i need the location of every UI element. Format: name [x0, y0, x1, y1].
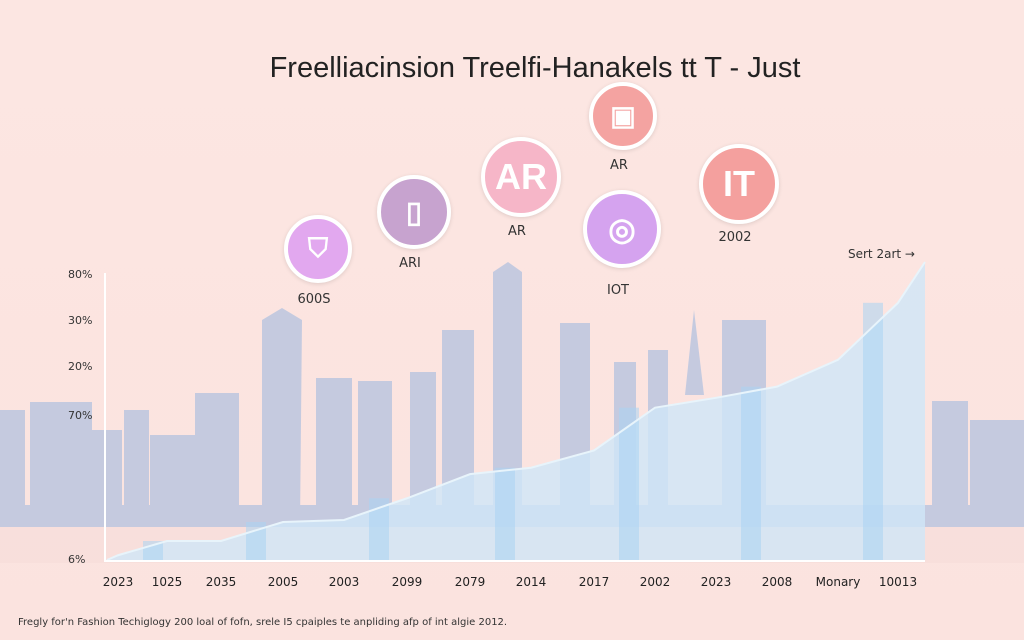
- x-tick-label: 2005: [267, 575, 299, 589]
- badge-label: AR: [508, 224, 526, 239]
- x-tick-label: 2002: [639, 575, 671, 589]
- y-tick-label: 80%: [68, 268, 93, 281]
- x-tick-label: 1025: [151, 575, 183, 589]
- garment-icon: ⛉: [284, 215, 352, 283]
- x-tick-label: 2003: [328, 575, 360, 589]
- x-tick-label: 10013: [878, 575, 918, 589]
- y-tick-label: 20%: [68, 360, 93, 373]
- chart-title: Freelliacinsion Treelfi-Hanakels tt T - …: [269, 52, 801, 84]
- y-tick-label: 30%: [68, 314, 93, 327]
- x-tick-label: 2023: [102, 575, 134, 589]
- x-tick-label: 2035: [205, 575, 237, 589]
- y-tick-label: 6%: [68, 553, 86, 566]
- badge-label: AR: [610, 158, 628, 173]
- badge-text: AR: [481, 137, 561, 217]
- badge-label: ARI: [399, 256, 421, 271]
- annotation: Sert 2art →: [848, 247, 915, 261]
- area-series: [107, 262, 925, 560]
- x-tick-label: 2014: [515, 575, 547, 589]
- x-tick-label: 2023: [700, 575, 732, 589]
- bar-mark: [495, 467, 515, 560]
- x-tick-label: 2079: [454, 575, 486, 589]
- x-tick-label: 2017: [578, 575, 610, 589]
- bar-mark: [863, 302, 883, 560]
- badge-label: 2002: [718, 230, 752, 245]
- badge-label: 600S: [297, 292, 331, 307]
- badge-label: IOT: [606, 283, 630, 298]
- series-line: [106, 261, 926, 561]
- camera-icon: ▣: [589, 82, 657, 150]
- bar-mark: [619, 407, 639, 560]
- bar-mark: [369, 498, 389, 560]
- bar-mark: [741, 386, 761, 560]
- y-tick-label: 70%: [68, 409, 93, 422]
- badge-text: IT: [699, 144, 779, 224]
- footnote: Fregly for'n Fashion Techiglogy 200 loal…: [18, 617, 508, 628]
- sensor-icon: ◎: [583, 190, 661, 268]
- smartphone-icon: ▯: [377, 175, 451, 249]
- x-tick-label: 2008: [761, 575, 793, 589]
- x-tick-label: 2099: [391, 575, 423, 589]
- x-tick-label: Monary: [815, 575, 861, 589]
